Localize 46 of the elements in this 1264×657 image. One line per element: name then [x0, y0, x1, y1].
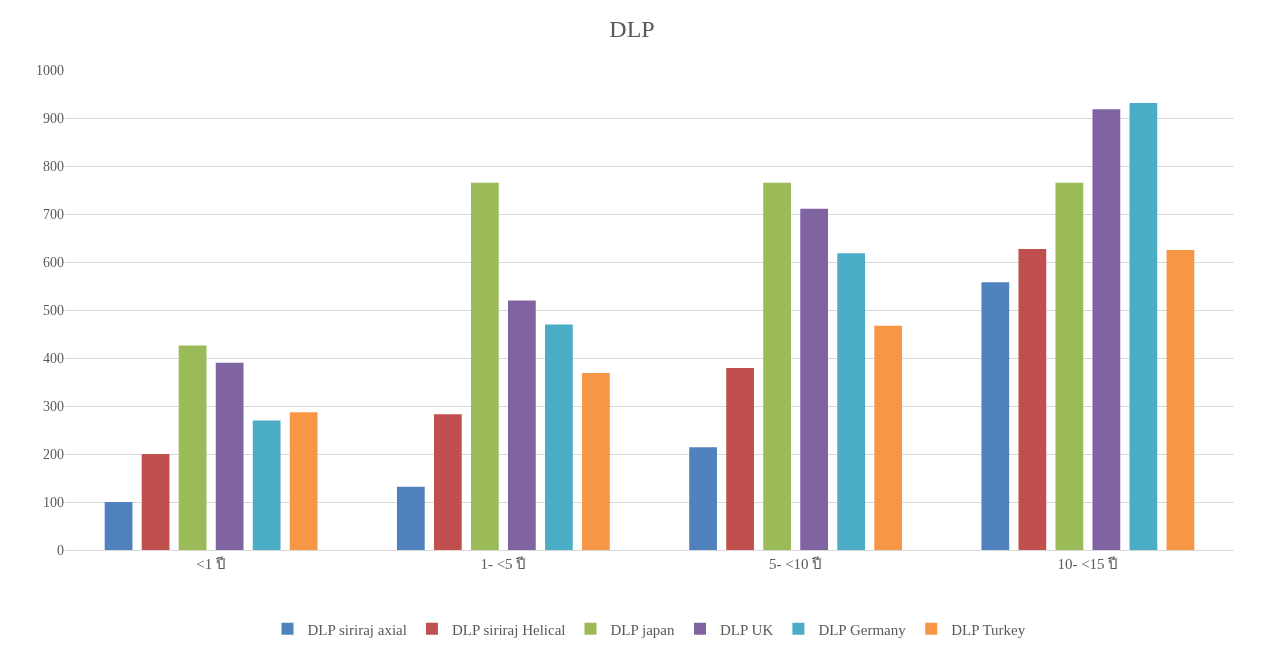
y-tick-label: 600: [43, 254, 64, 270]
bar: [1055, 182, 1084, 550]
y-tick-label: 100: [43, 494, 64, 510]
bar: [252, 420, 281, 550]
y-tick-label: 1000: [36, 62, 64, 78]
bar: [1129, 103, 1158, 550]
x-tick-label: 1- <5 ปี: [480, 556, 527, 572]
bar: [104, 502, 133, 550]
legend-label: DLP Germany: [818, 621, 907, 638]
bar: [874, 325, 903, 550]
bar: [763, 182, 791, 550]
bar: [470, 182, 499, 550]
y-tick-label: 800: [43, 158, 64, 174]
bar: [508, 300, 536, 550]
bar: [582, 372, 610, 550]
bar: [433, 414, 462, 550]
chart-title: DLP: [609, 15, 655, 42]
y-tick-label: 0: [57, 542, 64, 558]
x-tick-label: <1 ปี: [196, 556, 226, 572]
legend-label: DLP Turkey: [951, 621, 1026, 638]
legend-label: DLP japan: [610, 621, 676, 638]
x-tick-label: 5- <10 ปี: [768, 556, 823, 572]
bar: [981, 282, 1010, 550]
legend-label: DLP siriraj Helical: [451, 621, 566, 638]
legend-label: DLP UK: [720, 621, 774, 638]
y-tick-label: 500: [43, 302, 64, 318]
bar: [141, 454, 170, 550]
bar: [800, 208, 829, 550]
bar: [1166, 250, 1195, 550]
bar: [689, 447, 717, 550]
bar: [837, 253, 866, 550]
x-tick-label: 10- <15 ปี: [1057, 556, 1119, 572]
legend-label: DLP siriraj axial: [307, 621, 407, 638]
bar: [1092, 109, 1121, 550]
bar: [396, 486, 425, 550]
y-tick-label: 900: [43, 110, 64, 126]
bar: [545, 324, 573, 550]
bar: [215, 362, 244, 550]
bar: [178, 345, 207, 550]
y-tick-label: 300: [43, 398, 64, 414]
bar: [1018, 249, 1047, 550]
bar: [726, 368, 754, 550]
y-tick-label: 700: [43, 206, 64, 222]
bar: [289, 412, 318, 550]
y-tick-label: 200: [43, 446, 64, 462]
y-tick-label: 400: [43, 350, 64, 366]
